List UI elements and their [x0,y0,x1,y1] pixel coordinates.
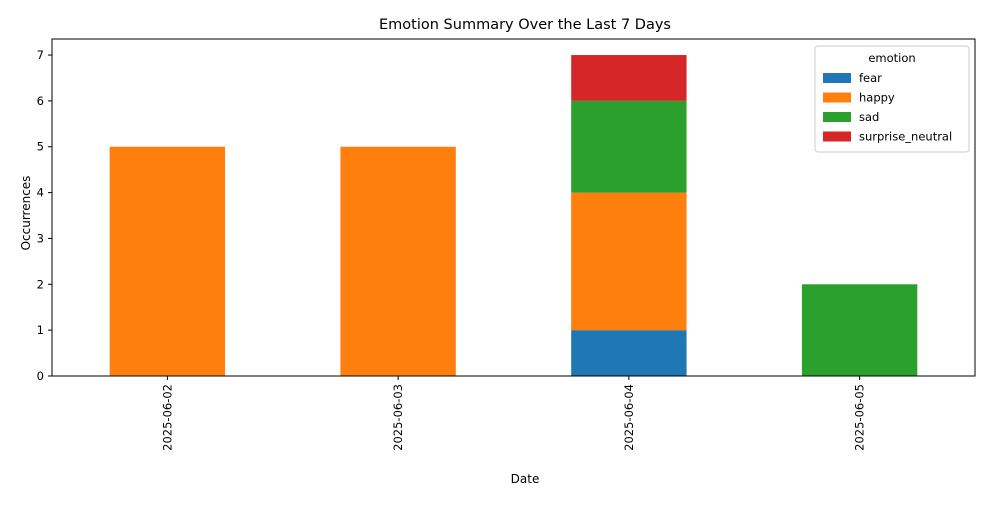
bar-happy-2025-06-02 [109,146,226,376]
chart-title: Emotion Summary Over the Last 7 Days [379,17,671,33]
bar-sad-2025-06-04 [571,100,687,193]
y-tick-label: 2 [37,277,44,291]
y-tick-label: 5 [37,140,44,154]
x-tick-label: 2025-06-02 [160,384,174,451]
x-tick-label: 2025-06-03 [391,384,405,451]
legend-swatch-surprise_neutral [823,131,851,142]
bar-surprise_neutral-2025-06-04 [571,55,687,101]
plot-frame [51,38,976,377]
legend-label-sad: sad [859,110,879,124]
x-axis-label: Date [511,472,540,486]
x-tick-label: 2025-06-05 [853,384,867,451]
y-tick-label: 3 [37,231,44,245]
bars-layer [109,55,918,376]
bar-sad-2025-06-05 [801,284,918,376]
bar-happy-2025-06-03 [340,146,456,376]
legend-label-surprise_neutral: surprise_neutral [859,130,952,144]
y-tick-label: 4 [37,186,44,200]
legend-box [814,45,970,153]
bar-happy-2025-06-04 [571,192,687,331]
bar-fear-2025-06-04 [571,330,687,376]
legend-label-happy: happy [859,91,895,105]
legend-swatch-fear [823,73,851,83]
y-axis-label: Occurrences [19,176,33,251]
y-tick-label: 7 [37,48,44,62]
axes-layer: 0 1 2 3 4 5 6 7 2025-06-02 2025-06-03 2025-06-04 20… [37,38,976,451]
y-tick-label: 6 [37,94,44,108]
x-tick-label: 2025-06-04 [622,384,636,451]
legend-label-fear: fear [859,71,882,85]
y-tick-label: 0 [37,369,44,383]
y-tick-label: 1 [37,323,44,337]
legend-swatch-happy [823,92,851,103]
legend-swatch-sad [823,112,851,122]
legend: emotion fear happy sad surprise_neutral [814,45,970,153]
legend-title: emotion [868,51,915,65]
